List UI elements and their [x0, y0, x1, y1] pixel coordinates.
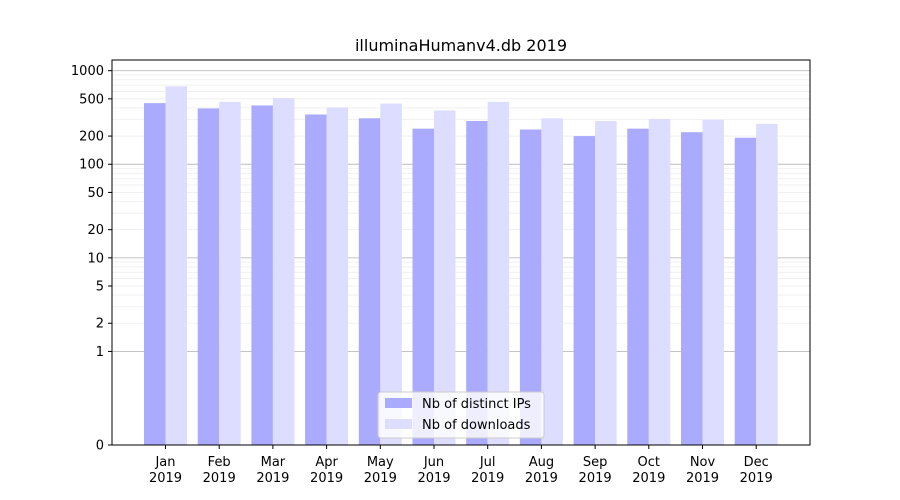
y-tick-label: 100: [79, 158, 104, 173]
y-tick-label: 0: [96, 439, 104, 454]
y-tick-label: 500: [79, 92, 104, 107]
legend-label-downloads: Nb of downloads: [422, 418, 531, 433]
bar-distinct-ips: [734, 137, 757, 445]
bar-distinct-ips: [358, 118, 381, 445]
bar-distinct-ips: [519, 129, 542, 445]
legend-label-ips: Nb of distinct IPs: [422, 397, 531, 412]
bar-downloads: [487, 101, 510, 446]
bar-distinct-ips: [681, 132, 703, 445]
bar-distinct-ips: [466, 120, 488, 445]
x-tick-label: Apr 2019: [310, 455, 343, 486]
y-tick-label: 50: [87, 186, 104, 201]
bar-distinct-ips: [305, 114, 327, 445]
bar-downloads: [541, 118, 563, 445]
legend-box: [377, 391, 545, 439]
x-tick-label: Oct 2019: [632, 455, 665, 486]
bar-downloads: [380, 103, 402, 446]
x-axis: Jan 2019 Feb 2019 Mar 2019 Apr 2019 May 2019 Jun 20…: [149, 445, 773, 486]
bar-distinct-ips: [144, 103, 166, 445]
bar-downloads: [165, 86, 187, 446]
chart-title: illuminaHumanv4.db 2019: [355, 36, 567, 55]
y-tick-label: 1: [96, 345, 104, 360]
x-tick-label: Dec 2019: [740, 455, 773, 486]
plot-frame: [111, 59, 811, 446]
bar-distinct-ips: [627, 128, 649, 445]
y-tick-label: 5: [96, 280, 104, 295]
bar-downloads: [648, 118, 671, 445]
x-tick-label: Mar 2019: [256, 455, 289, 486]
x-tick-label: Sep 2019: [579, 455, 612, 486]
x-tick-label: Nov 2019: [686, 455, 719, 486]
legend-swatch-ips: [385, 398, 412, 408]
bar-downloads: [595, 120, 617, 445]
legend-swatch-downloads: [385, 419, 412, 429]
bar-distinct-ips: [197, 108, 220, 446]
x-tick-label: Aug 2019: [525, 455, 558, 486]
x-tick-label: May 2019: [364, 455, 397, 486]
x-tick-label: Jun 2019: [417, 455, 450, 486]
y-axis: 0 1 2 5 10 20 50 100 200 500 1000: [71, 64, 112, 454]
bars: [144, 86, 778, 446]
y-tick-label: 20: [87, 223, 104, 238]
x-tick-label: Jan 2019: [149, 455, 182, 486]
bar-downloads: [702, 119, 724, 446]
x-tick-label: Jul 2019: [471, 455, 504, 486]
bar-downloads: [326, 107, 349, 445]
bar-distinct-ips: [573, 136, 596, 446]
bar-downloads: [219, 101, 241, 446]
bar-distinct-ips: [412, 128, 434, 445]
y-tick-label: 10: [87, 251, 104, 266]
bar-downloads: [756, 123, 778, 445]
x-tick-label: Feb 2019: [203, 455, 236, 486]
bar-distinct-ips: [251, 105, 273, 445]
y-tick-label: 200: [79, 130, 104, 145]
y-tick-label: 1000: [71, 64, 104, 79]
bar-downloads: [272, 98, 295, 446]
bar-downloads: [434, 110, 456, 446]
y-tick-label: 2: [96, 317, 104, 332]
legend: Nb of distinct IPs Nb of downloads: [377, 391, 545, 439]
